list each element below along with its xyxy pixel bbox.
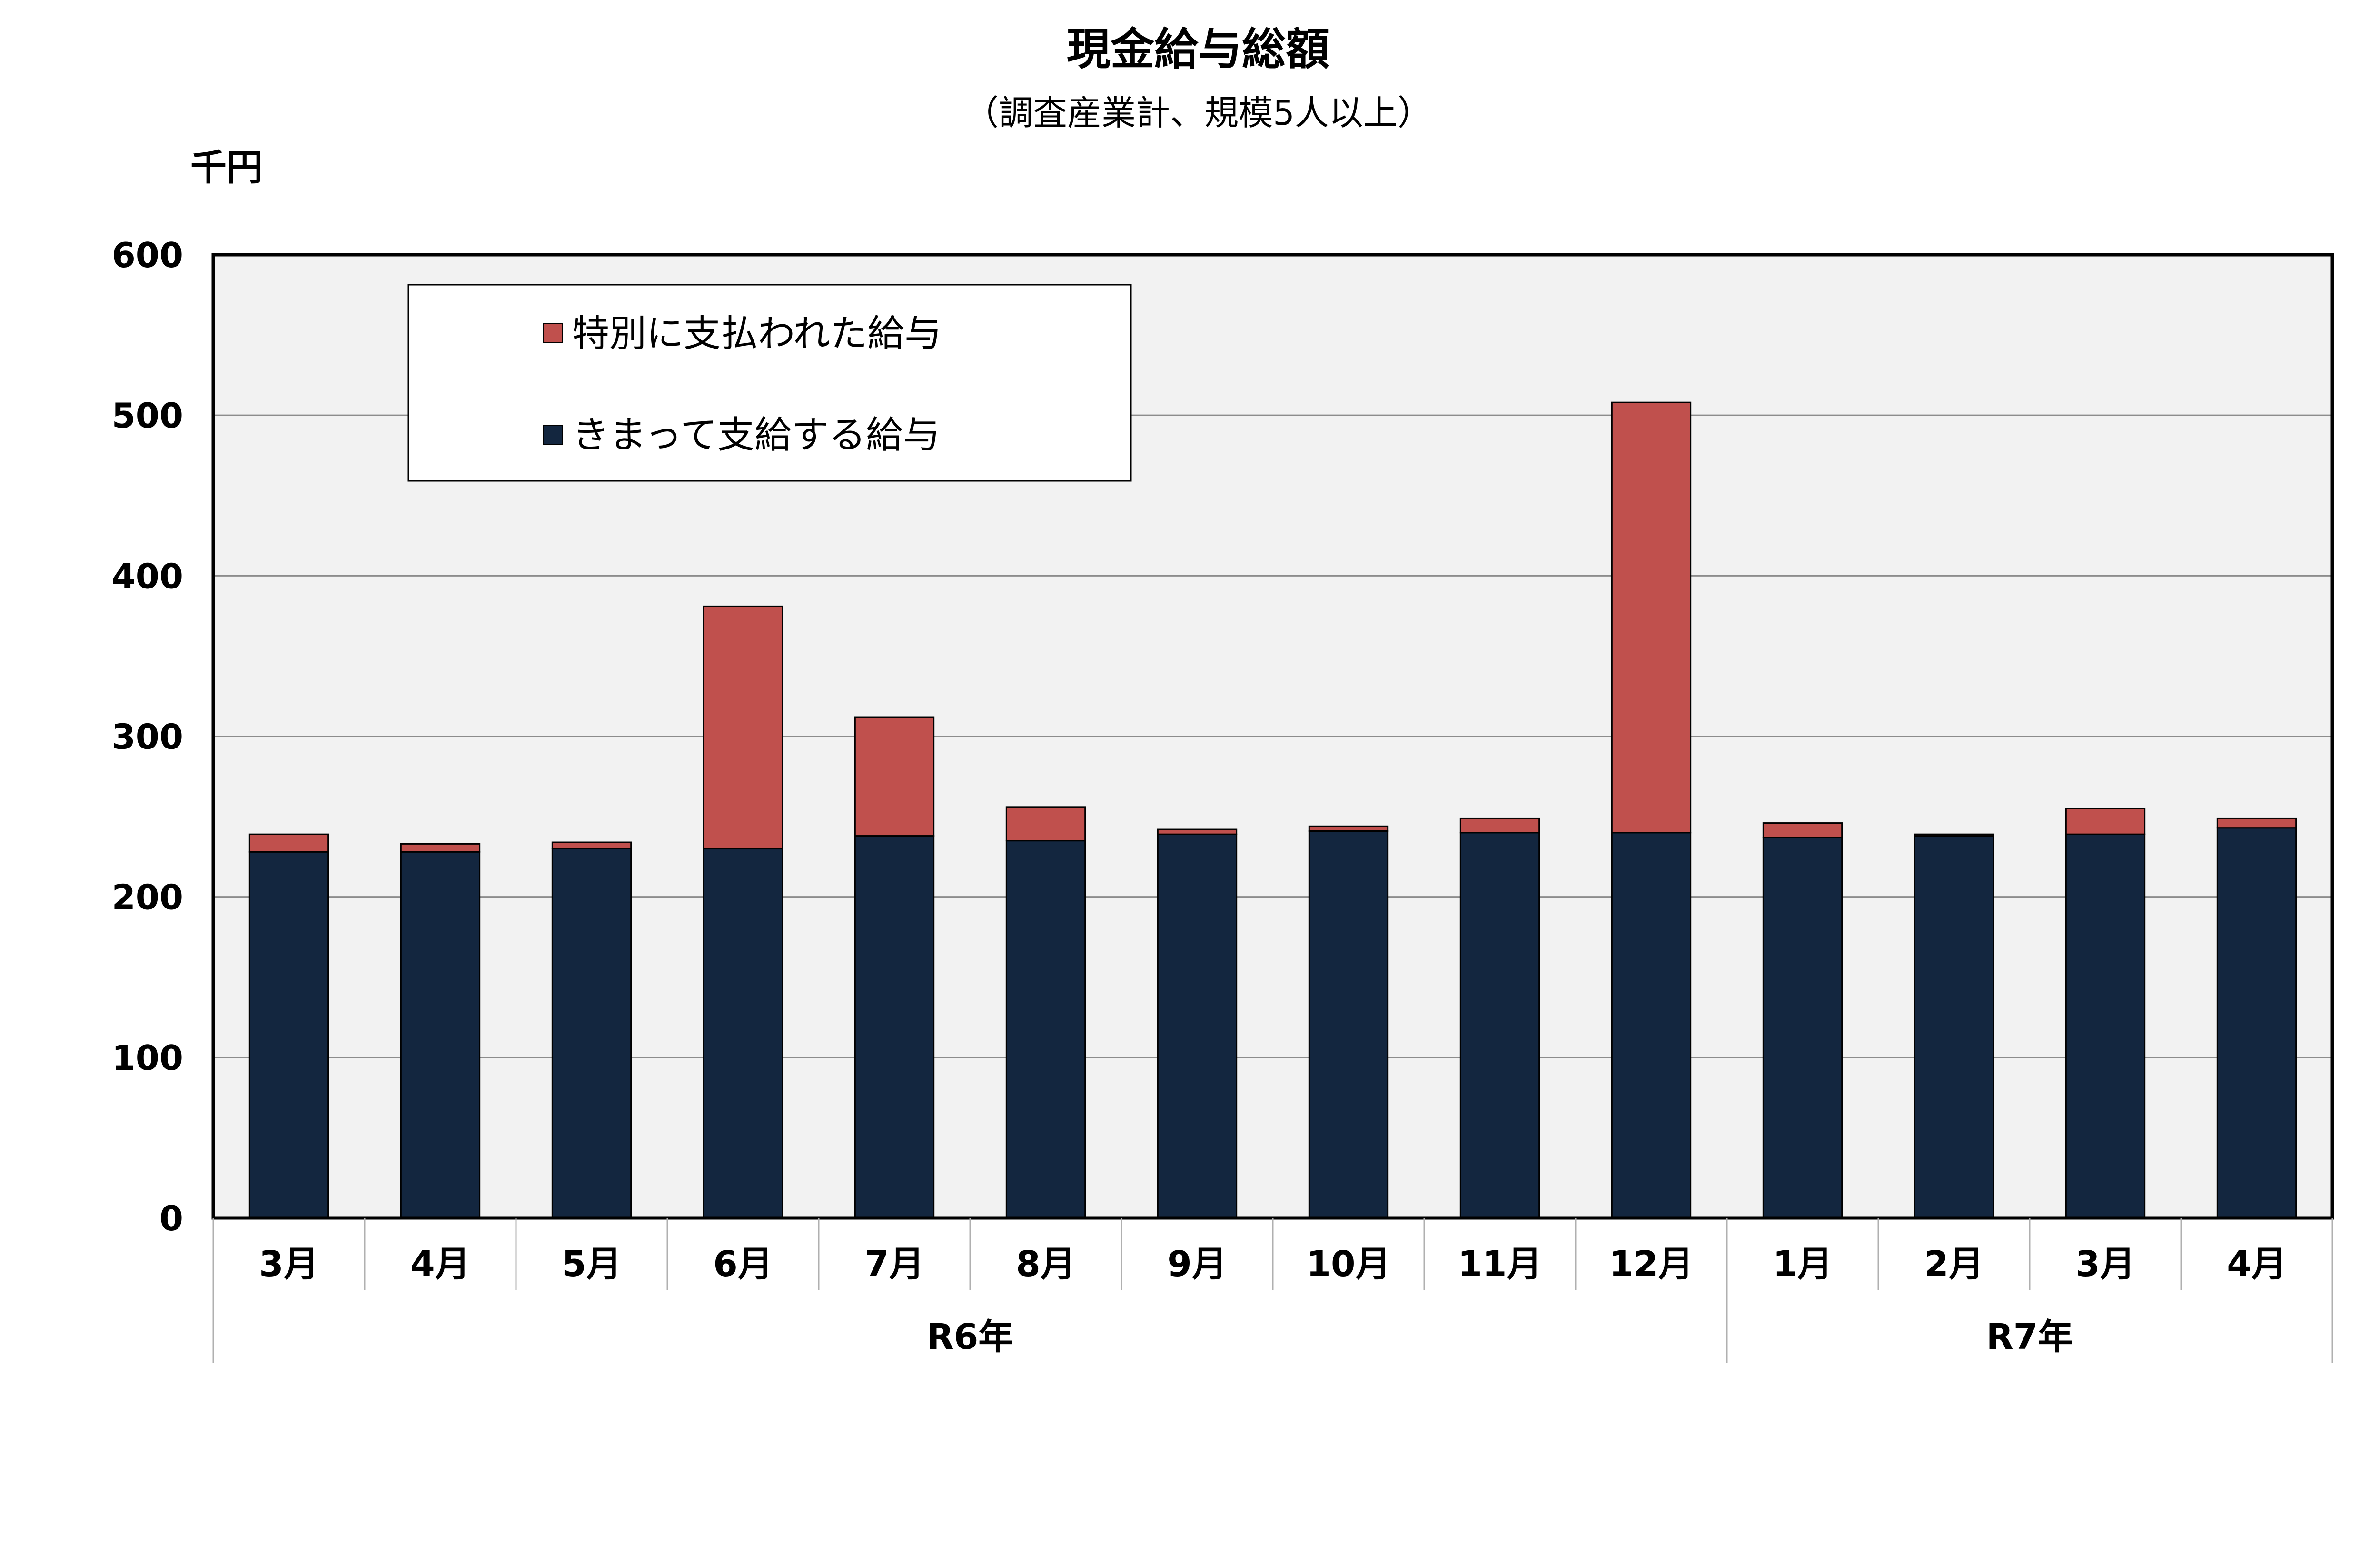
bar-special-pay: [703, 605, 783, 850]
x-tick-label: 9月: [1167, 1244, 1227, 1285]
x-tick-label: 5月: [562, 1244, 622, 1285]
y-tick-label: 100: [112, 1038, 183, 1078]
bar-regular-pay: [248, 851, 329, 1219]
legend-label-special: 特別に支払われた給与: [572, 312, 942, 355]
x-tick-label: 4月: [410, 1244, 470, 1285]
bar-regular-pay: [1762, 837, 1843, 1219]
bar-special-pay: [2065, 808, 2146, 835]
y-axis-ticks: 0 100 200 300 400 500 600: [112, 235, 183, 1238]
bar-special-pay: [248, 833, 329, 853]
x-tick-label: 6月: [713, 1244, 773, 1285]
bar-special-pay: [1459, 817, 1540, 834]
bar-regular-pay: [1914, 835, 1994, 1219]
x-tick-label: 1月: [1773, 1244, 1833, 1285]
bar-regular-pay: [854, 835, 935, 1219]
x-group-label: R6年: [927, 1317, 1013, 1357]
bar-special-pay: [1308, 825, 1389, 832]
bar-special-pay: [1611, 401, 1692, 834]
bar-special-pay: [1762, 822, 1843, 838]
y-tick-label: 300: [112, 717, 183, 757]
x-tick-label: 8月: [1016, 1244, 1076, 1285]
chart-title: 現金給与総額: [1067, 24, 1329, 75]
bar-special-pay: [400, 843, 481, 853]
bar-special-pay: [1005, 806, 1086, 842]
x-tick-label: 3月: [2075, 1244, 2135, 1285]
y-tick-label: 600: [112, 235, 183, 275]
x-tick-label: 7月: [864, 1244, 924, 1285]
y-axis-unit: 千円: [190, 146, 263, 189]
legend-swatch-regular: [543, 425, 563, 445]
x-tick-label: 2月: [1924, 1244, 1984, 1285]
bar-regular-pay: [703, 848, 783, 1219]
bar-regular-pay: [2065, 833, 2146, 1219]
legend-label-regular: きまって支給する給与: [572, 414, 940, 457]
x-tick-label: 10月: [1307, 1244, 1391, 1285]
bar-special-pay: [854, 716, 935, 837]
legend-box: [407, 284, 1132, 482]
x-tick-label: 3月: [259, 1244, 319, 1285]
x-tick-label: 11月: [1458, 1244, 1542, 1285]
bar-regular-pay: [1611, 832, 1692, 1219]
y-tick-label: 500: [112, 396, 183, 436]
x-tick-label: 12月: [1609, 1244, 1694, 1285]
y-tick-label: 400: [112, 556, 183, 596]
bars: [248, 401, 2297, 1219]
bar-regular-pay: [400, 851, 481, 1219]
bar-special-pay: [1157, 828, 1238, 835]
bar-regular-pay: [1308, 830, 1389, 1219]
bar-regular-pay: [1005, 840, 1086, 1219]
bar-special-pay: [551, 841, 632, 850]
legend: 特別に支払われた給与 きまって支給する給与: [407, 284, 1132, 482]
x-group-label: R7年: [1986, 1317, 2073, 1357]
chart-subtitle: （調査産業計、規模5人以上）: [964, 93, 1432, 133]
bar-regular-pay: [551, 848, 632, 1219]
bar-special-pay: [2216, 817, 2297, 829]
legend-swatch-special: [543, 323, 563, 343]
y-tick-label: 0: [159, 1198, 183, 1238]
bar-regular-pay: [2216, 827, 2297, 1219]
bar-special-pay: [1914, 833, 1994, 837]
bar-regular-pay: [1459, 832, 1540, 1219]
y-tick-label: 200: [112, 878, 183, 918]
bar-regular-pay: [1157, 833, 1238, 1219]
x-axis: 3月 4月 5月 6月 7月 8月 9月 10月 11月 12月 1月 2月 3月 4月 R6年 R7年: [212, 1218, 2333, 1363]
x-tick-label: 4月: [2227, 1244, 2287, 1285]
